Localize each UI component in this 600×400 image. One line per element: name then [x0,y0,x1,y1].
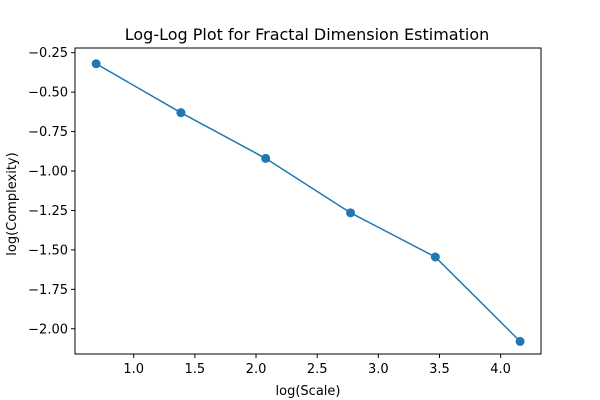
y-tick-label: −1.00 [28,165,68,180]
x-axis-title: log(Scale) [276,384,341,399]
y-tick-label: −0.75 [28,125,68,140]
data-point [346,208,356,218]
y-tick-label: −0.25 [28,46,68,61]
data-point [430,252,440,262]
x-tick-label: 2.0 [246,362,267,377]
data-point [261,153,271,163]
x-tick-label: 3.0 [368,362,389,377]
x-tick-label: 1.5 [185,362,206,377]
y-tick-label: −1.50 [28,243,68,258]
data-point [91,59,101,69]
y-tick-label: −1.25 [28,204,68,219]
chart-title: Log-Log Plot for Fractal Dimension Estim… [125,25,490,44]
y-tick-label: −1.75 [28,283,68,298]
plot-frame [74,47,542,355]
y-tick-label: −2.00 [28,322,68,337]
x-tick-label: 2.5 [307,362,328,377]
y-axis-title: log(Complexity) [5,152,20,255]
data-point [176,108,186,118]
x-tick-label: 4.0 [490,362,511,377]
x-tick-label: 3.5 [429,362,450,377]
x-tick-label: 1.0 [123,362,144,377]
y-tick-label: −0.50 [28,86,68,101]
series-line [95,63,521,342]
data-point [515,336,525,346]
plot-area [91,59,525,346]
